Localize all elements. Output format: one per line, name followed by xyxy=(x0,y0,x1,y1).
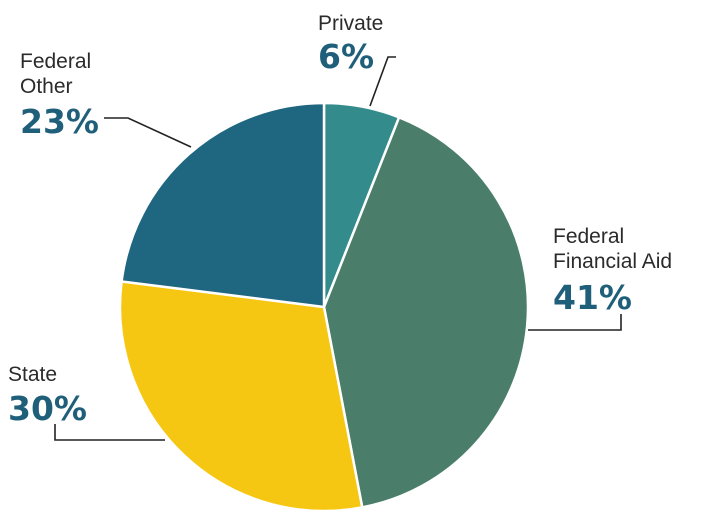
slice-value-federal-financial-aid: 41% xyxy=(553,278,632,317)
leader-line-federal-financial-aid xyxy=(528,314,622,331)
slice-value-state: 30% xyxy=(8,389,87,428)
slice-value-private: 6% xyxy=(318,37,374,76)
pie-slice-state xyxy=(118,280,364,512)
pie-slices xyxy=(118,101,530,512)
pie-slice-federal-financial-aid xyxy=(322,116,530,509)
leader-line-private xyxy=(369,56,396,107)
pie-slice-federal-other xyxy=(120,101,326,309)
slice-label-federal-other: Federal xyxy=(20,50,91,73)
leader-line-federal-other xyxy=(104,117,192,148)
slice-label-federal-financial-aid: Federal xyxy=(553,225,624,248)
slice-label-private: Private xyxy=(318,12,383,35)
slice-value-federal-other: 23% xyxy=(20,102,99,141)
slice-label-state: State xyxy=(8,363,57,386)
leader-line-state xyxy=(54,424,165,441)
slice-label-federal-other: Other xyxy=(20,75,73,98)
leader-lines xyxy=(54,56,622,441)
slice-label-federal-financial-aid: Financial Aid xyxy=(553,250,672,273)
